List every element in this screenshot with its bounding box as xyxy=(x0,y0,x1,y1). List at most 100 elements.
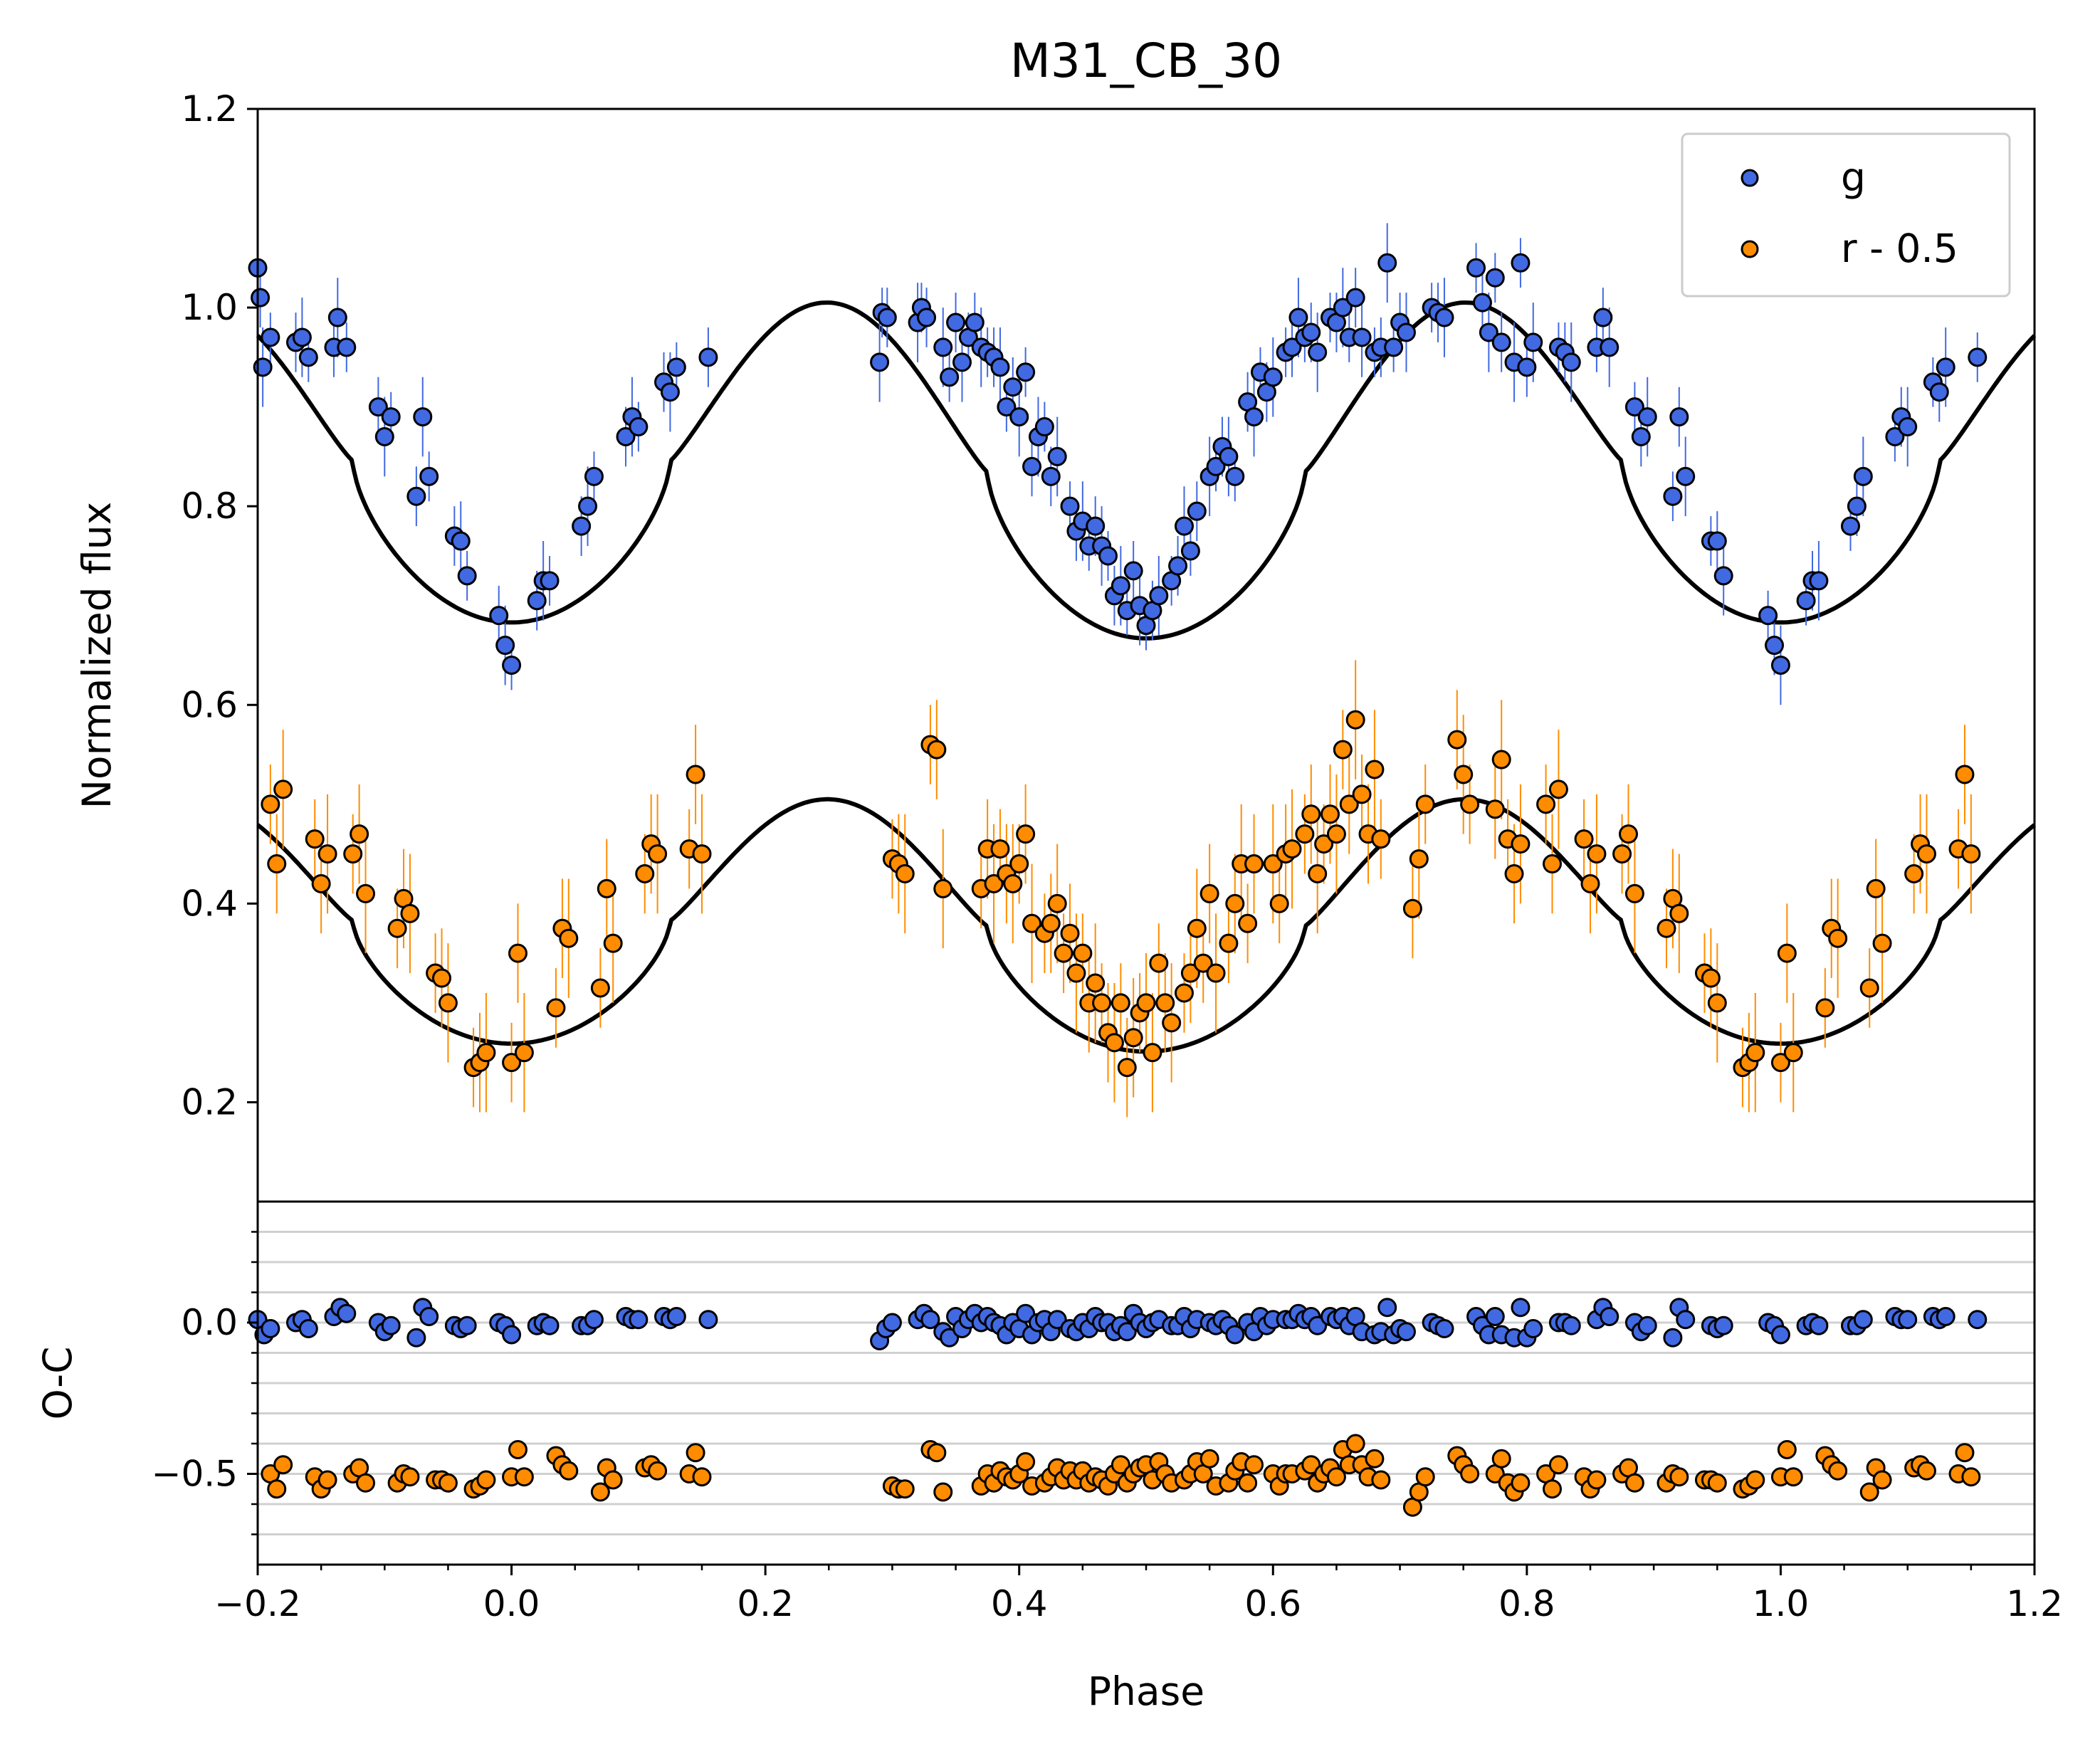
data-point-g xyxy=(584,466,604,486)
chart-title: M31_CB_30 xyxy=(1010,33,1282,88)
data-point-g xyxy=(1676,466,1696,486)
data-point-r xyxy=(1321,804,1340,824)
data-point-r xyxy=(1657,918,1676,938)
residual-point-r xyxy=(1345,1434,1365,1454)
data-point-g xyxy=(1244,407,1264,427)
data-point-r xyxy=(1219,933,1239,953)
x-tick-label: 0.8 xyxy=(1498,1583,1555,1624)
legend-marker-g xyxy=(1741,169,1759,187)
data-point-g xyxy=(1885,427,1905,446)
data-point-r xyxy=(1916,844,1936,864)
residual-point-r xyxy=(1460,1464,1480,1483)
data-point-r xyxy=(1612,844,1632,864)
data-point-r xyxy=(400,903,420,923)
data-point-r xyxy=(1536,794,1556,814)
data-point-r xyxy=(1003,873,1023,893)
residual-point-g xyxy=(882,1313,902,1333)
data-point-g xyxy=(1206,456,1226,476)
data-point-r xyxy=(1162,1013,1182,1033)
data-point-r xyxy=(895,864,915,883)
data-point-r xyxy=(432,968,452,988)
legend-frame xyxy=(1681,132,2011,298)
data-point-r xyxy=(1961,844,1981,864)
data-point-g xyxy=(940,367,960,387)
top-panel-ticks: 0.2 0.4 0.6 0.8 1.0 1.2 xyxy=(181,88,258,1123)
residual-point-g xyxy=(666,1307,686,1326)
residual-point-r xyxy=(1587,1470,1607,1490)
data-point-g xyxy=(1796,591,1816,611)
data-point-g xyxy=(1219,446,1239,466)
data-point-r xyxy=(1054,943,1073,963)
residual-point-g xyxy=(261,1319,280,1338)
data-point-g xyxy=(1098,546,1118,566)
residual-point-r xyxy=(476,1470,496,1490)
data-point-r xyxy=(350,824,369,844)
residual-points xyxy=(248,1298,1988,1517)
data-point-r xyxy=(387,918,407,938)
residual-point-r xyxy=(1859,1482,1879,1502)
data-point-r xyxy=(1308,864,1328,883)
data-point-r xyxy=(317,844,337,864)
data-point-g xyxy=(1225,466,1245,486)
data-point-r xyxy=(1543,854,1563,874)
data-point-g xyxy=(1111,576,1130,596)
residual-point-r xyxy=(1111,1455,1130,1475)
data-point-g xyxy=(1022,456,1042,476)
data-point-g xyxy=(1333,298,1353,317)
legend-marker-r xyxy=(1741,240,1759,258)
data-point-g xyxy=(1517,357,1537,377)
data-point-g xyxy=(1713,566,1733,586)
residual-point-g xyxy=(1485,1307,1505,1326)
x-tick-label: 1.2 xyxy=(2006,1583,2063,1624)
data-point-g xyxy=(1434,308,1454,327)
data-point-r xyxy=(1339,794,1359,814)
residual-point-r xyxy=(438,1473,458,1493)
residual-point-g xyxy=(1898,1310,1918,1330)
data-point-g xyxy=(698,347,718,367)
residual-point-g xyxy=(540,1315,560,1335)
data-point-g xyxy=(1840,516,1860,536)
data-point-r xyxy=(648,844,668,864)
data-point-g xyxy=(1282,337,1302,357)
data-point-g xyxy=(933,337,953,357)
residual-point-g xyxy=(1434,1319,1454,1338)
residual-y-axis-label: O-C xyxy=(35,1346,80,1419)
residual-point-g xyxy=(1117,1322,1137,1342)
data-point-g xyxy=(1086,516,1106,536)
data-point-g xyxy=(261,327,280,347)
data-point-r xyxy=(933,878,953,898)
data-point-r xyxy=(1770,1053,1790,1073)
residual-point-g xyxy=(1968,1310,1988,1330)
residual-point-r xyxy=(1491,1449,1511,1469)
data-point-g xyxy=(374,427,394,446)
data-point-r xyxy=(1580,873,1600,893)
data-point-g xyxy=(381,407,401,427)
data-point-g xyxy=(1968,347,1988,367)
data-point-r xyxy=(603,933,623,953)
data-point-g xyxy=(946,312,966,332)
data-point-g xyxy=(457,566,477,586)
x-tick-label: 0.4 xyxy=(991,1583,1048,1624)
data-point-r xyxy=(1086,973,1106,993)
data-point-r xyxy=(1447,730,1467,750)
residual-point-r xyxy=(1548,1455,1568,1475)
data-point-g xyxy=(368,397,388,417)
data-point-g xyxy=(1466,258,1486,278)
data-point-g xyxy=(1669,407,1689,427)
data-point-r xyxy=(1263,854,1283,874)
data-point-r xyxy=(1815,998,1835,1018)
residual-point-r xyxy=(1301,1455,1321,1475)
residual-point-g xyxy=(1377,1298,1397,1318)
residual-point-g xyxy=(1396,1322,1416,1342)
residual-point-r xyxy=(933,1482,953,1502)
data-point-r xyxy=(1904,864,1924,883)
data-point-r xyxy=(1073,943,1093,963)
residual-point-r xyxy=(590,1482,610,1502)
residual-point-r xyxy=(356,1473,376,1493)
x-tick-label: 0.2 xyxy=(737,1583,794,1624)
residual-point-g xyxy=(1225,1325,1245,1345)
y-tick-label: 0.4 xyxy=(181,883,238,924)
data-point-r xyxy=(514,1043,534,1063)
data-point-r xyxy=(1022,913,1042,933)
data-point-r xyxy=(343,844,363,864)
